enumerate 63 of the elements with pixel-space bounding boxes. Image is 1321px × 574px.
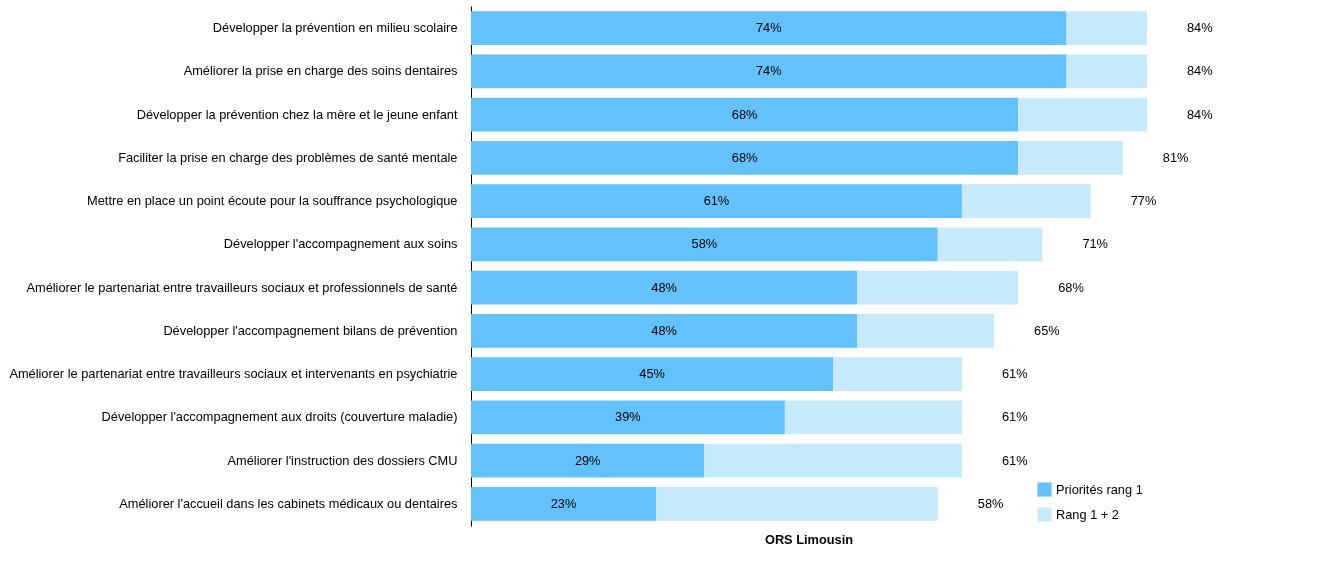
total-label: 68%	[1058, 279, 1084, 295]
bar	[961, 184, 1091, 218]
bar	[1066, 11, 1147, 45]
data-label: 29%	[574, 452, 601, 468]
bar	[471, 443, 705, 478]
bar	[471, 97, 1019, 132]
bar	[471, 270, 858, 305]
y-tick-label: Améliorer la prise en charge des soins dentaires	[183, 63, 458, 79]
data-label: 23%	[550, 495, 577, 511]
bar	[1066, 54, 1147, 89]
total-label: 61%	[1001, 409, 1028, 425]
y-tick-label: Développer la prévention chez la mère et le jeune enfant	[136, 106, 458, 122]
y-tick-label: Améliorer le partenariat entre travailleurs sociaux et intervenants en psychiatrie	[9, 366, 458, 382]
bar	[937, 227, 1043, 262]
bar	[471, 227, 938, 262]
y-tick-label: Développer l'accompagnement bilans de prévention	[163, 322, 458, 338]
total-label: 58%	[977, 495, 1004, 511]
legend-label: Priorités rang 1	[1056, 481, 1143, 497]
data-label: 45%	[639, 366, 665, 382]
data-label: 74%	[755, 20, 782, 36]
data-label: 48%	[651, 322, 677, 338]
bar	[1018, 140, 1123, 175]
y-tick-label: Développer l'accompagnement aux droits (couverture maladie)	[101, 409, 458, 425]
total-label: 61%	[1001, 366, 1028, 382]
bar	[471, 11, 1067, 45]
bar	[1018, 97, 1147, 132]
bar	[471, 314, 858, 348]
bar	[857, 270, 1019, 305]
data-label: 74%	[755, 63, 782, 79]
bar	[656, 487, 938, 521]
bar	[471, 140, 1019, 175]
legend-label: Rang 1 + 2	[1056, 506, 1119, 522]
data-label: 68%	[731, 106, 758, 122]
bar	[471, 54, 1067, 89]
data-label: 48%	[651, 279, 677, 295]
data-label: 68%	[731, 149, 758, 165]
y-tick-label: Développer l'accompagnement aux soins	[223, 236, 458, 252]
bar	[471, 400, 785, 435]
bar	[471, 184, 962, 218]
y-tick-label: Mettre en place un point écoute pour la souffrance psychologique	[87, 193, 458, 209]
y-tick-label: Améliorer l'accueil dans les cabinets médicaux ou dentaires	[119, 495, 458, 511]
y-tick-label: Faciliter la prise en charge des problèmes de santé mentale	[118, 149, 458, 165]
y-tick-label: Améliorer l'instruction des dossiers CMU	[227, 452, 458, 468]
total-label: 61%	[1001, 452, 1028, 468]
bar	[704, 443, 962, 478]
bar	[471, 487, 657, 521]
total-label: 65%	[1034, 322, 1060, 338]
bar	[833, 357, 962, 392]
text: ORS Limousin	[764, 532, 854, 547]
bar	[857, 314, 995, 348]
data-label: 58%	[691, 236, 718, 252]
total-label: 84%	[1187, 63, 1213, 79]
total-label: 84%	[1187, 20, 1213, 36]
data-label: 39%	[615, 409, 641, 425]
bar	[784, 400, 962, 435]
total-label: 77%	[1130, 193, 1157, 209]
total-label: 71%	[1082, 236, 1109, 252]
total-label: 81%	[1162, 149, 1189, 165]
y-tick-label: Développer la prévention en milieu scolaire	[212, 20, 458, 36]
data-label: 61%	[703, 193, 730, 209]
bar	[471, 357, 834, 392]
total-label: 84%	[1187, 106, 1213, 122]
y-tick-label: Améliorer le partenariat entre travailleurs sociaux et professionnels de santé	[26, 279, 458, 295]
